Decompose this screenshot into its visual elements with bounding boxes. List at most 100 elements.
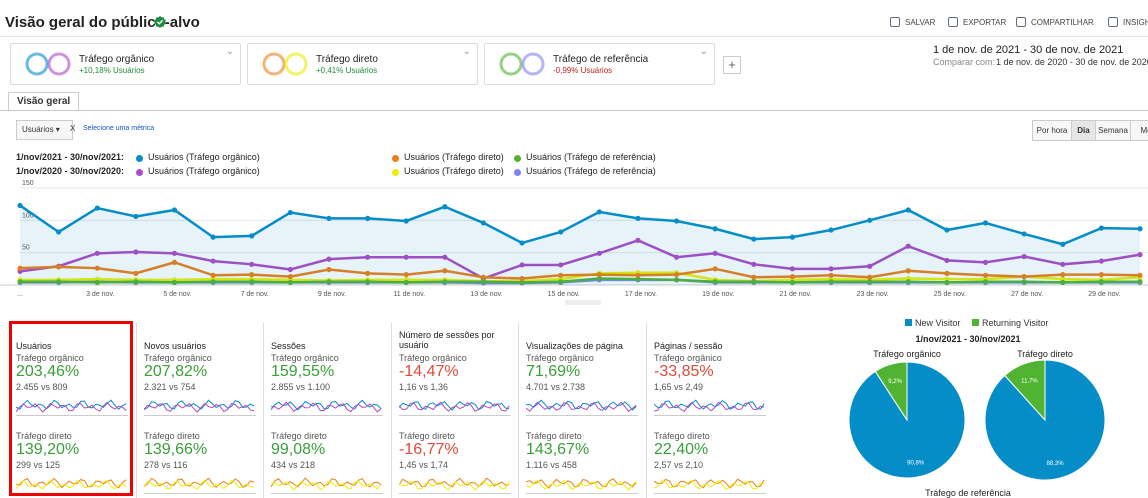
y-tick-label: 150	[22, 180, 34, 187]
series-point	[403, 218, 409, 224]
highlight-box	[9, 321, 133, 496]
legend-swatch	[136, 155, 143, 162]
series-point	[171, 250, 178, 256]
legend-label: Returning Visitor	[982, 318, 1048, 328]
segment-name: Tráfego de referência	[553, 54, 649, 65]
series-point	[210, 272, 216, 278]
metric-change: 139,66%	[144, 441, 208, 458]
series-point	[751, 261, 757, 267]
legend-label: Usuários (Tráfego de referência)	[526, 152, 656, 162]
metric-compare: 2,57 vs 2,10	[654, 460, 704, 470]
series-point	[789, 279, 796, 286]
series-point	[480, 279, 487, 285]
sparkline	[399, 477, 511, 494]
legend-swatch	[905, 319, 912, 326]
date-range[interactable]: 1 de nov. de 2021 - 30 de nov. de 2021	[933, 44, 1124, 56]
metric-change: 71,69%	[526, 363, 581, 380]
legend-period: 1/nov/2020 - 30/nov/2020:	[16, 166, 125, 176]
metric-compare: 2.455 vs 809	[16, 382, 68, 392]
pie-value-label: 9,2%	[888, 379, 902, 385]
series-point	[673, 277, 680, 283]
line-chart: 50 100 150... 3 de nov. 5 de nov. 7 de nov. 9 …	[0, 180, 1148, 305]
metric-segment: Tráfego orgânico	[526, 353, 594, 363]
series-point	[905, 207, 911, 213]
segment-card[interactable]: Tráfego orgânico +10,18% Usuários ⌄	[10, 43, 241, 85]
pie-value-label: 11,7%	[1021, 379, 1038, 385]
series-point	[1060, 261, 1066, 267]
series-point	[1021, 231, 1027, 237]
action-button[interactable]: EXPORTAR	[963, 18, 1007, 27]
action-button[interactable]: SALVAR	[905, 18, 936, 27]
series-point	[1137, 252, 1143, 258]
segment-ring	[499, 52, 523, 76]
pie-value-label: 88,3%	[1047, 461, 1065, 467]
series-point	[944, 257, 950, 264]
series-point	[905, 279, 911, 285]
series-point	[94, 205, 100, 211]
segment-card[interactable]: Tráfego de referência -0,99% Usuários ⌄	[484, 43, 715, 85]
series-point	[751, 236, 757, 242]
select-metric[interactable]: Selecione uma métrica	[83, 125, 155, 132]
action-button[interactable]: COMPARTILHAR	[1031, 18, 1094, 27]
metric-change: 159,55%	[271, 363, 335, 380]
metric-card: Visualizações de página Tráfego orgânico 7…	[518, 323, 642, 498]
metric-title: Sessões	[271, 341, 306, 351]
card-divider	[391, 323, 392, 498]
series-point	[673, 254, 680, 260]
action-button[interactable]: INSIGH	[1123, 18, 1148, 27]
series-point	[133, 279, 139, 285]
compare-label: Comparar com:	[933, 57, 996, 67]
series-point	[17, 279, 23, 285]
metric-compare: 1,16 vs 1,36	[399, 382, 449, 392]
series-point	[789, 234, 796, 240]
divider	[0, 110, 1148, 111]
remove-metric[interactable]: X	[70, 124, 76, 133]
series-point	[1098, 272, 1104, 278]
granularity-button[interactable]: Dia	[1071, 120, 1096, 141]
series-point	[1137, 272, 1143, 278]
action-icon	[1016, 17, 1026, 27]
card-divider	[518, 323, 519, 498]
granularity-button[interactable]: Por hora	[1032, 120, 1072, 141]
pie-value-label: 90,8%	[907, 460, 925, 466]
granularity-button[interactable]: Mê	[1130, 120, 1148, 141]
metric-segment: Tráfego direto	[16, 431, 72, 441]
sparkline-path	[16, 479, 127, 490]
series-point	[326, 266, 332, 273]
series-point	[480, 220, 487, 226]
metric-change: 143,67%	[526, 441, 590, 458]
series-point	[210, 258, 216, 264]
dropdown-arrow: ⌄	[462, 46, 471, 57]
series-point	[828, 266, 834, 272]
metric-change: 99,08%	[271, 441, 326, 458]
series-point	[442, 204, 448, 210]
series-point	[403, 254, 409, 260]
series-point	[56, 229, 62, 235]
metric-segment: Tráfego direto	[271, 431, 327, 441]
sparkline-path	[144, 479, 255, 490]
legend-label: New Visitor	[915, 318, 960, 328]
series-point	[1137, 226, 1143, 232]
pie-charts: New Visitor Returning Visitor 1/nov/2021 -…	[848, 318, 1106, 498]
pie-title: Tráfego orgânico	[873, 349, 941, 359]
granularity-button[interactable]: Semana	[1095, 120, 1131, 141]
metric-title: Páginas / sessão	[654, 341, 723, 351]
metric-select[interactable]: Usuários ▾	[16, 120, 73, 140]
series-point	[596, 272, 602, 278]
series-point	[364, 215, 371, 221]
x-tick-label: 17 de nov.	[625, 291, 657, 298]
series-point	[1098, 225, 1104, 231]
series-point	[364, 279, 371, 285]
segment-card[interactable]: Tráfego direto +0,41% Usuários ⌄	[247, 43, 478, 85]
series-point	[789, 266, 796, 272]
series-point	[56, 264, 62, 270]
add-segment[interactable]: +	[723, 56, 741, 74]
metric-change: 207,82%	[144, 363, 208, 380]
series-point	[635, 276, 641, 282]
metric-segment: Tráfego direto	[654, 431, 710, 441]
series-point	[287, 209, 293, 216]
tab[interactable]: Visão geral	[8, 92, 80, 111]
legend-swatch	[514, 169, 521, 176]
series-line	[19, 204, 1141, 246]
sparkline	[399, 400, 511, 416]
